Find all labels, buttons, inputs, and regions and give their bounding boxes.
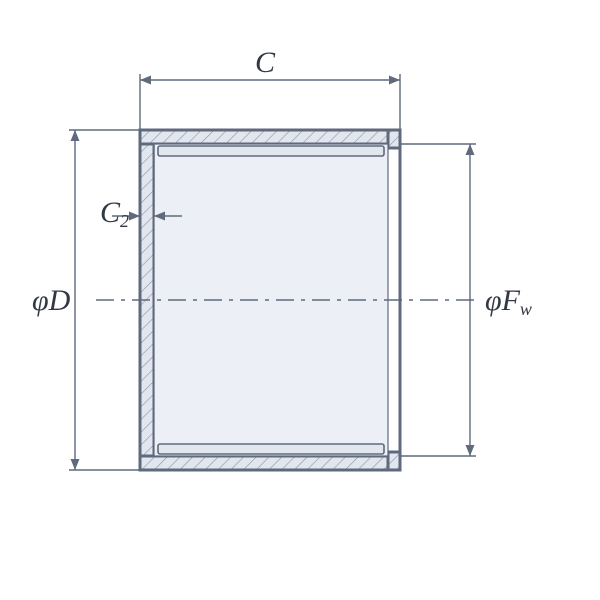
label-c2: C2 (100, 196, 129, 231)
label-fw: φFw (485, 284, 532, 319)
roller-top (158, 146, 384, 156)
label-d: φD (32, 284, 71, 317)
label-c: C (255, 46, 276, 79)
roller-bottom (158, 444, 384, 454)
